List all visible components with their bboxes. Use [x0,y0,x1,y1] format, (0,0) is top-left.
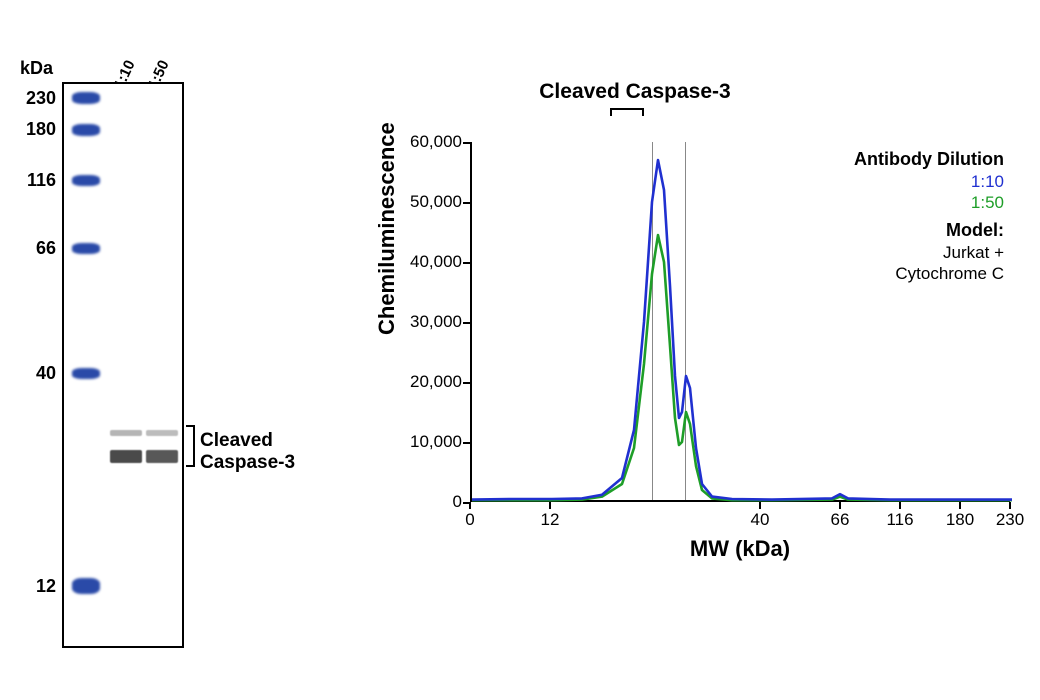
gel-band [72,243,100,254]
x-tick-mark [549,502,551,509]
figure-container: kDa 230 180 116 66 40 12 1:101:50 Cleaved Cas… [0,0,1040,700]
gel-band [146,430,178,436]
y-axis-label: Chemiluminescence [374,311,400,335]
x-tick-mark [959,502,961,509]
gel-box [62,82,184,648]
gel-band [110,450,142,463]
gel-band [72,368,100,379]
y-tick-label: 30,000 [392,312,462,332]
legend-item: 1:10 [854,171,1004,192]
gel-band [110,430,142,436]
legend-title: Antibody Dilution [854,148,1004,171]
gel-band [72,92,100,104]
kda-tick: 12 [16,576,56,597]
y-tick-mark [463,382,470,384]
x-tick-label: 40 [751,510,770,530]
chart-legend: Antibody Dilution 1:101:50 Model: Jurkat… [854,148,1004,284]
legend-model-lines: Jurkat +Cytochrome C [854,242,1004,285]
lane-1-50 [146,84,178,646]
y-tick-mark [463,262,470,264]
kda-tick: 66 [16,238,56,259]
y-tick-label: 0 [392,492,462,512]
y-tick-label: 50,000 [392,192,462,212]
kda-tick: 230 [16,88,56,109]
x-tick-label: 66 [831,510,850,530]
y-tick-label: 60,000 [392,132,462,152]
gel-panel: kDa 230180116664012 1:101:50 Cleaved Cas… [0,0,360,700]
x-tick-label: 116 [886,510,913,530]
chart-title: Cleaved Caspase-3 [530,80,740,104]
legend-model-title: Model: [854,219,1004,242]
y-tick-label: 10,000 [392,432,462,452]
y-tick-mark [463,142,470,144]
gel-band-label: Cleaved Caspase-3 [200,430,295,474]
gel-band-bracket [186,425,195,467]
x-tick-label: 230 [996,510,1024,530]
gel-band [72,175,100,186]
x-tick-label: 180 [946,510,974,530]
x-tick-mark [759,502,761,509]
chart-wrap: Cleaved Caspase-3 0 10,000 20,000 30,000 40,… [360,80,1040,600]
x-tick-label: 12 [541,510,560,530]
legend-items: 1:101:50 [854,171,1004,214]
chart-title-bracket [610,108,644,116]
x-tick-mark [839,502,841,509]
lane-1-10 [110,84,142,646]
kda-tick: 40 [16,363,56,384]
legend-item: 1:50 [854,192,1004,213]
gel-band [72,124,100,136]
gel-band [146,450,178,463]
ladder-lane [72,84,100,646]
kda-tick: 116 [16,170,56,191]
y-tick-mark [463,442,470,444]
legend-model-line: Jurkat + [854,242,1004,263]
gel-band [72,578,100,594]
legend-model-line: Cytochrome C [854,263,1004,284]
band-label-line2: Caspase-3 [200,452,295,473]
band-label-line1: Cleaved [200,430,273,451]
y-tick-mark [463,202,470,204]
x-tick-label: 0 [465,510,474,530]
x-tick-mark [1009,502,1011,509]
chart-panel: Cleaved Caspase-3 0 10,000 20,000 30,000 40,… [360,0,1040,700]
y-tick-label: 40,000 [392,252,462,272]
y-tick-label: 20,000 [392,372,462,392]
kda-tick: 180 [16,119,56,140]
x-tick-mark [469,502,471,509]
y-tick-mark [463,322,470,324]
x-axis-label: MW (kDa) [470,536,1010,562]
x-tick-mark [899,502,901,509]
kda-unit-label: kDa [20,58,53,79]
